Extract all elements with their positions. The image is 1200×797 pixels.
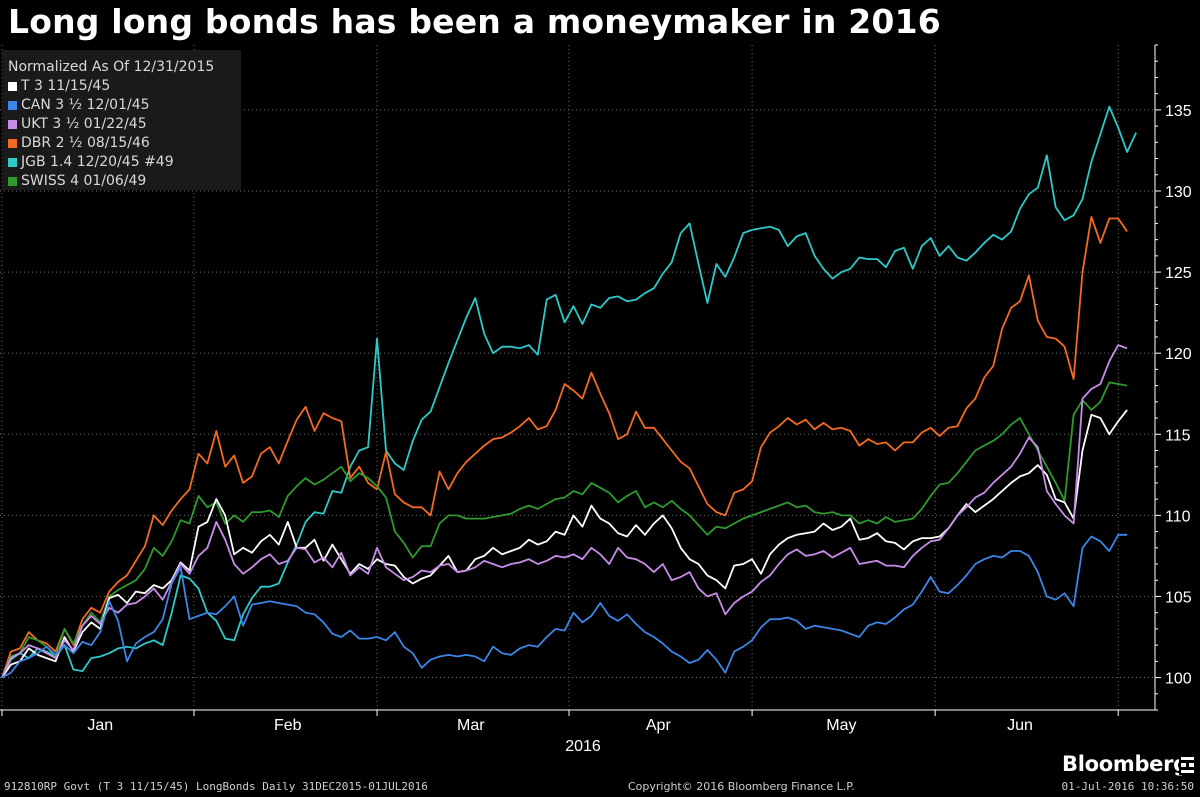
legend-item: UKT 3 ½ 01/22/45 <box>8 115 241 134</box>
x-tick-label: Jun <box>1007 717 1033 734</box>
y-tick-label: 120 <box>1165 346 1192 363</box>
y-tick-label: 100 <box>1165 671 1192 688</box>
bloomberg-logo: Bloomberg <box>1062 752 1188 776</box>
series-line <box>1 215 1128 678</box>
series-line <box>1 105 1137 679</box>
legend-swatch <box>8 120 17 129</box>
series-line <box>1 409 1128 679</box>
x-tick-label: Feb <box>274 717 302 734</box>
legend-item: T 3 11/15/45 <box>8 77 241 96</box>
footer-security-info: 912810RP Govt (T 3 11/15/45) LongBonds D… <box>4 780 428 793</box>
legend-swatch <box>8 139 17 148</box>
y-tick-label: 115 <box>1165 427 1191 444</box>
legend-item: DBR 2 ½ 08/15/46 <box>8 134 241 153</box>
y-tick-label: 135 <box>1165 103 1192 120</box>
legend-item: SWISS 4 01/06/49 <box>8 172 241 191</box>
series-line <box>1 381 1128 678</box>
x-tick-label: Apr <box>646 717 672 734</box>
series-lines <box>1 105 1137 679</box>
legend: Normalized As Of 12/31/2015 T 3 11/15/45… <box>2 50 241 190</box>
bloomberg-terminal-icon <box>1179 755 1196 775</box>
x-tick-label: Jan <box>87 717 113 734</box>
legend-label: SWISS 4 01/06/49 <box>21 173 147 189</box>
legend-label: T 3 11/15/45 <box>21 78 111 94</box>
legend-header: Normalized As Of 12/31/2015 <box>8 59 215 75</box>
legend-item: CAN 3 ½ 12/01/45 <box>8 96 241 115</box>
x-tick-label: May <box>826 717 856 734</box>
legend-label: CAN 3 ½ 12/01/45 <box>21 97 150 113</box>
legend-label: JGB 1.4 12/20/45 #49 <box>21 154 174 170</box>
footer-copyright: Copyright© 2016 Bloomberg Finance L.P. <box>628 780 855 793</box>
x-tick-label: Mar <box>457 717 485 734</box>
legend-label: UKT 3 ½ 01/22/45 <box>21 116 147 132</box>
y-tick-label: 110 <box>1165 508 1191 525</box>
y-tick-label: 125 <box>1165 265 1192 282</box>
series-line <box>1 344 1128 678</box>
legend-swatch <box>8 177 17 186</box>
footer-timestamp: 01-Jul-2016 10:36:50 <box>1061 780 1194 793</box>
legend-swatch <box>8 158 17 167</box>
series-line <box>1 533 1128 679</box>
legend-swatch <box>8 101 17 110</box>
legend-swatch <box>8 82 17 91</box>
y-tick-label: 130 <box>1165 184 1192 201</box>
chart-title: Long long bonds has been a moneymaker in… <box>8 2 941 41</box>
x-axis-label: 2016 <box>565 738 601 755</box>
legend-item: JGB 1.4 12/20/45 #49 <box>8 153 241 172</box>
legend-label: DBR 2 ½ 08/15/46 <box>21 135 150 151</box>
y-tick-label: 105 <box>1165 589 1192 606</box>
axes: 100 105 110 115 120 125 130 135 Jan Feb Mar Apr May J… <box>0 44 1192 755</box>
